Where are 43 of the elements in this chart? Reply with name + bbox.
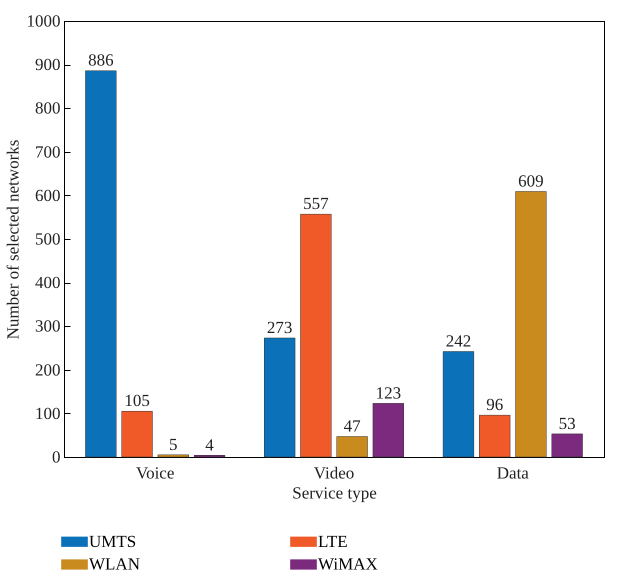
y-tick-label: 0 bbox=[52, 448, 60, 466]
x-axis-title: Service type bbox=[292, 484, 377, 502]
data-label: 242 bbox=[446, 331, 472, 350]
bar bbox=[515, 191, 547, 458]
data-label: 886 bbox=[88, 50, 114, 70]
data-label: 557 bbox=[303, 194, 330, 214]
data-label: 273 bbox=[266, 318, 292, 337]
data-label: 47 bbox=[344, 416, 362, 436]
bar bbox=[552, 434, 583, 458]
y-axis-title: Number of selected networks bbox=[4, 140, 22, 340]
y-tick-label: 700 bbox=[35, 142, 60, 162]
y-tick-label: 500 bbox=[35, 230, 60, 248]
bar bbox=[121, 410, 153, 458]
bar bbox=[372, 403, 404, 458]
y-tick-label: 900 bbox=[35, 55, 60, 74]
y-tick-label: 800 bbox=[35, 98, 60, 118]
data-label: 609 bbox=[518, 171, 544, 190]
x-tick-label: Video bbox=[314, 464, 354, 482]
data-label: 53 bbox=[558, 414, 576, 433]
data-label: 4 bbox=[205, 435, 214, 454]
data-label: 96 bbox=[486, 395, 504, 414]
bar bbox=[479, 414, 510, 458]
bar bbox=[85, 70, 116, 458]
bar bbox=[300, 214, 332, 458]
y-tick-label: 200 bbox=[35, 360, 60, 380]
y-tick-label: 100 bbox=[35, 404, 60, 423]
legend-label: WiMAX bbox=[318, 554, 378, 574]
y-tick-label: 300 bbox=[35, 316, 60, 336]
bar bbox=[336, 436, 368, 458]
legend-label: WLAN bbox=[89, 554, 140, 574]
legend-label: LTE bbox=[318, 532, 348, 551]
y-tick-label: 600 bbox=[35, 186, 60, 205]
bar bbox=[158, 454, 189, 458]
bar bbox=[442, 351, 474, 458]
legend-label: UMTS bbox=[89, 532, 136, 551]
y-tick-label: 1000 bbox=[26, 12, 60, 30]
x-tick-label: Voice bbox=[136, 464, 174, 482]
x-tick-label: Data bbox=[496, 464, 530, 482]
data-label: 5 bbox=[169, 434, 178, 454]
data-label: 123 bbox=[376, 383, 402, 402]
data-label: 105 bbox=[124, 391, 150, 410]
y-tick-label: 400 bbox=[35, 273, 60, 292]
bar bbox=[264, 338, 296, 458]
